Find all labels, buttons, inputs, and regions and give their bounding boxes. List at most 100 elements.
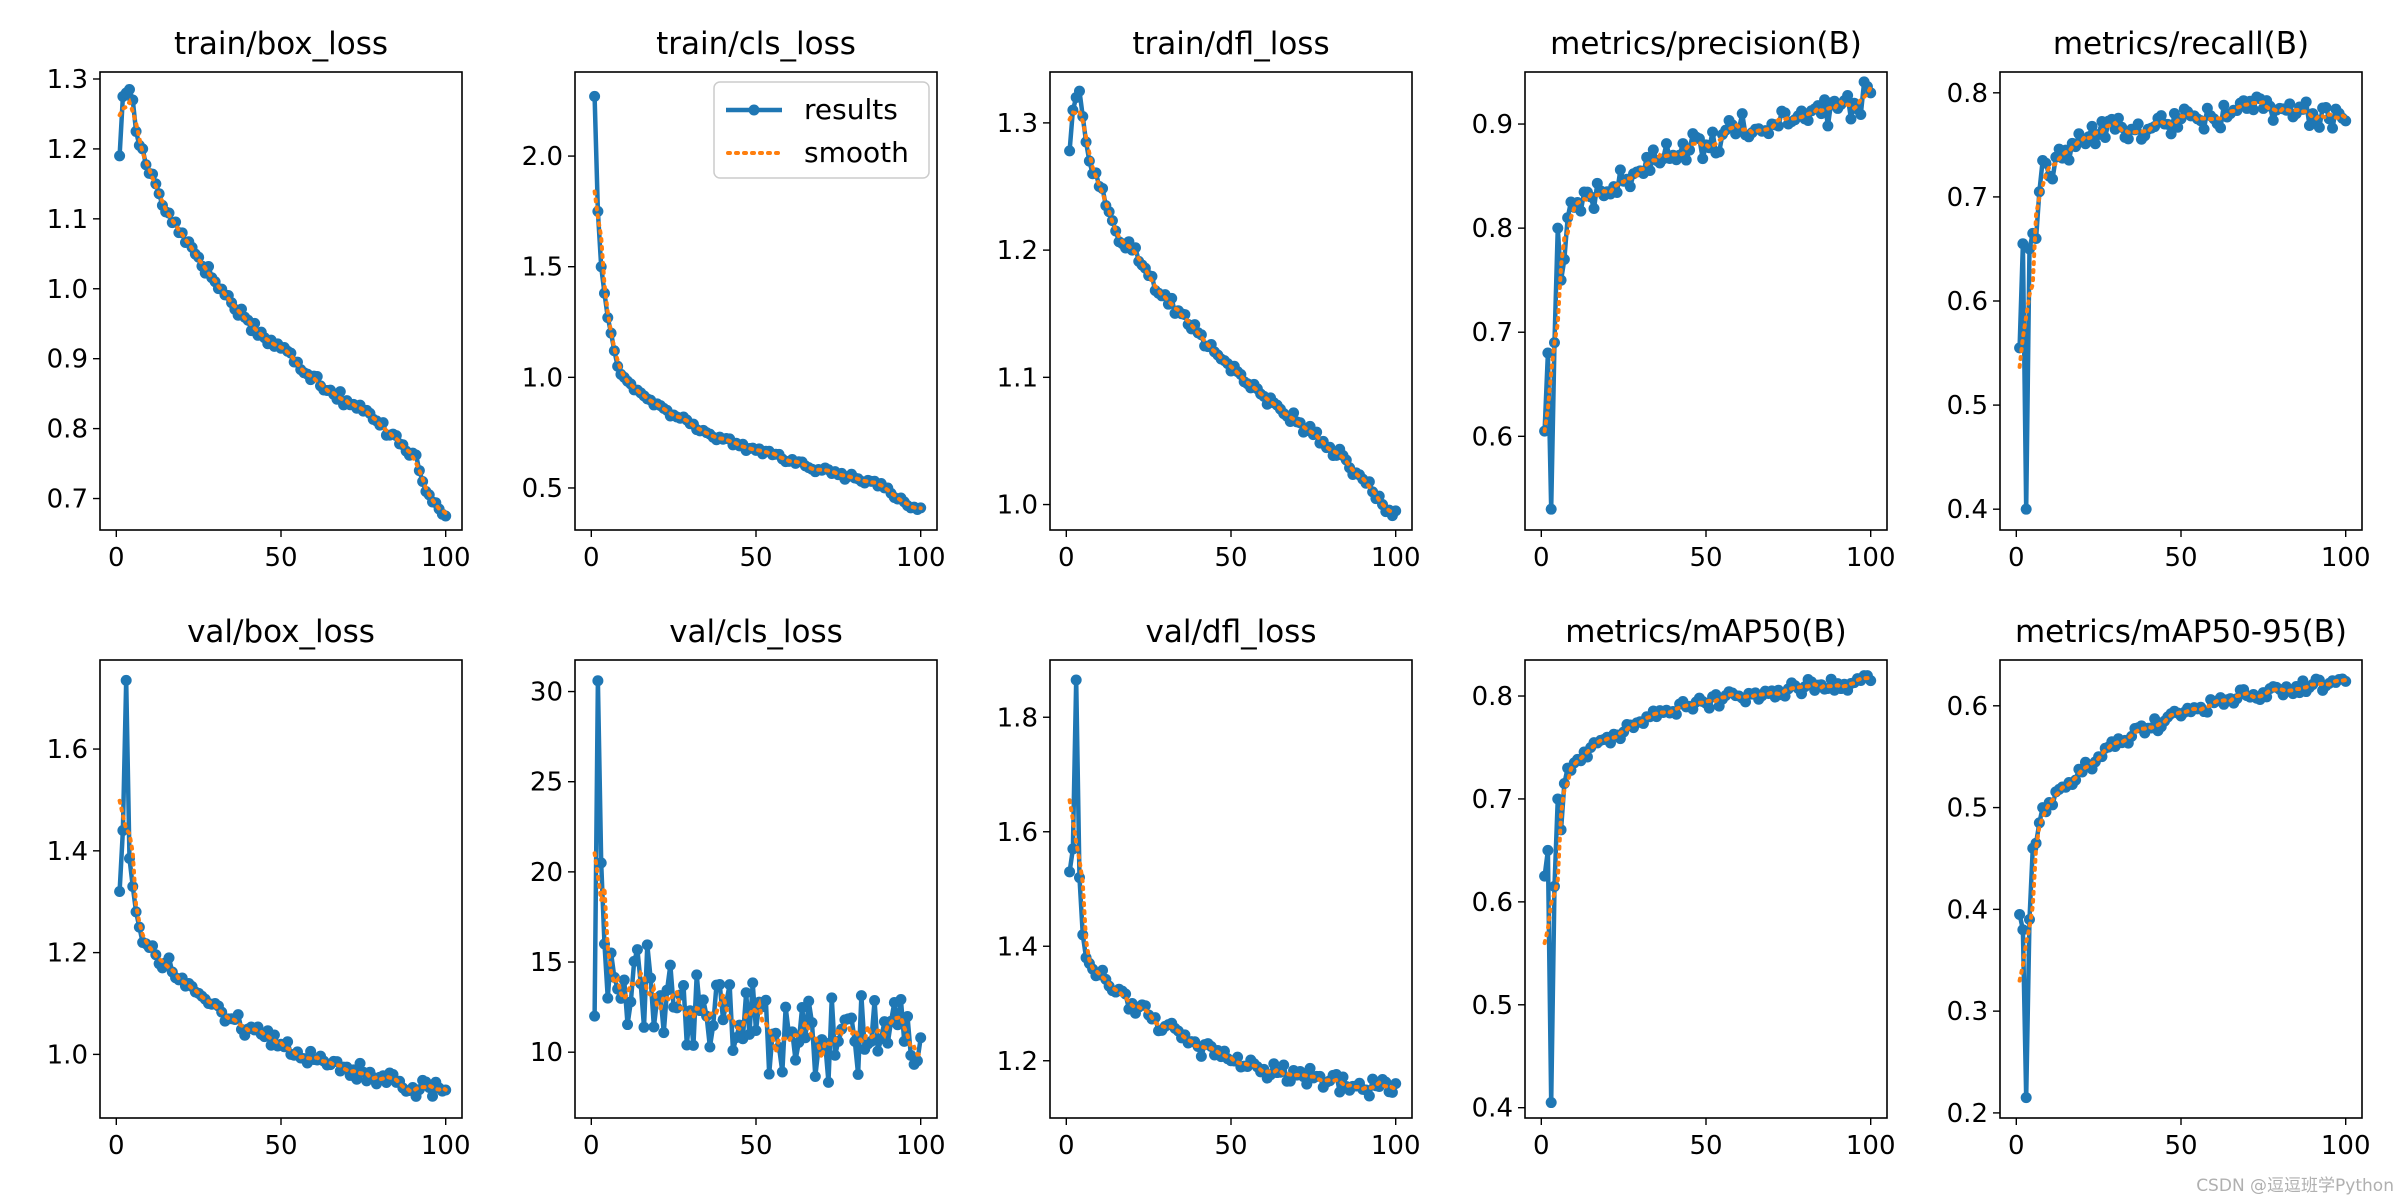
x-tick-label: 100 bbox=[1371, 543, 1421, 573]
y-tick-label: 15 bbox=[530, 948, 563, 978]
results-point bbox=[2267, 114, 2279, 126]
results-point bbox=[1855, 109, 1867, 121]
plot-area bbox=[1539, 76, 1877, 515]
x-tick-label: 0 bbox=[1533, 1131, 1550, 1161]
results-point bbox=[2020, 503, 2032, 515]
x-tick-label: 0 bbox=[583, 543, 600, 573]
legend: results smooth bbox=[713, 81, 930, 179]
x-tick-label: 50 bbox=[2164, 1131, 2197, 1161]
results-point bbox=[1736, 108, 1748, 120]
subplot-7: val/cls_loss 0 50 100 10 15 20 25 30 bbox=[530, 614, 946, 1161]
results-point bbox=[658, 1027, 670, 1039]
results-point bbox=[2132, 118, 2144, 130]
results-point bbox=[1120, 988, 1132, 1000]
results-point bbox=[390, 430, 402, 442]
smooth-line bbox=[117, 97, 448, 516]
results-point bbox=[1195, 1050, 1207, 1062]
y-tick-label: 0.8 bbox=[1947, 79, 1988, 109]
y-tick-label: 25 bbox=[530, 768, 563, 798]
results-point bbox=[2155, 110, 2167, 122]
results-point bbox=[911, 1055, 923, 1067]
results-point bbox=[697, 994, 709, 1006]
plot-area bbox=[589, 675, 927, 1088]
y-tick-label: 1.2 bbox=[997, 236, 1038, 266]
results-point bbox=[664, 959, 676, 971]
x-tick-label: 50 bbox=[739, 1131, 772, 1161]
x-tick-label: 100 bbox=[2321, 543, 2371, 573]
subplot-title: train/dfl_loss bbox=[1132, 26, 1329, 62]
results-point bbox=[763, 1068, 775, 1080]
smooth-line bbox=[117, 798, 448, 1094]
results-point bbox=[1545, 1097, 1557, 1109]
results-point bbox=[678, 980, 690, 992]
results-point bbox=[2149, 713, 2161, 725]
results-point bbox=[803, 995, 815, 1007]
y-tick-label: 1.3 bbox=[997, 109, 1038, 139]
results-point bbox=[645, 972, 657, 984]
results-point bbox=[1647, 144, 1659, 156]
subplot-5: metrics/recall(B) 0 50 100 0.4 0.5 0.6 0.7 0.8 bbox=[1947, 26, 2371, 573]
results-point bbox=[602, 992, 614, 1004]
results-point bbox=[2320, 101, 2332, 113]
results-point bbox=[1802, 114, 1814, 126]
results-point bbox=[592, 675, 604, 687]
results-point bbox=[915, 1032, 927, 1044]
y-tick-label: 0.8 bbox=[1472, 214, 1513, 244]
y-tick-label: 0.5 bbox=[1947, 794, 1988, 824]
y-tick-label: 0.7 bbox=[47, 485, 88, 515]
results-point bbox=[1670, 708, 1682, 720]
y-tick-label: 1.1 bbox=[47, 205, 88, 235]
results-point bbox=[232, 1009, 244, 1021]
x-tick-label: 0 bbox=[108, 1131, 125, 1161]
results-point bbox=[2165, 128, 2177, 140]
x-tick-label: 50 bbox=[1689, 1131, 1722, 1161]
y-tick-label: 0.5 bbox=[1472, 991, 1513, 1021]
results-point bbox=[724, 979, 736, 991]
y-tick-label: 1.0 bbox=[47, 1040, 88, 1070]
results-point bbox=[1363, 1090, 1375, 1102]
y-tick-label: 1.6 bbox=[997, 818, 1038, 848]
y-tick-label: 1.0 bbox=[522, 363, 563, 393]
y-tick-label: 0.5 bbox=[522, 474, 563, 504]
x-tick-label: 50 bbox=[2164, 543, 2197, 573]
legend-results-label: results bbox=[804, 93, 898, 126]
y-tick-label: 0.3 bbox=[1947, 997, 1988, 1027]
x-tick-label: 100 bbox=[1846, 543, 1896, 573]
y-tick-label: 0.4 bbox=[1947, 895, 1988, 925]
legend-results-marker bbox=[748, 104, 760, 116]
x-tick-label: 100 bbox=[896, 1131, 946, 1161]
y-tick-label: 1.0 bbox=[47, 275, 88, 305]
results-point bbox=[1386, 1086, 1398, 1098]
x-tick-label: 0 bbox=[583, 1131, 600, 1161]
y-tick-label: 1.8 bbox=[997, 703, 1038, 733]
y-tick-label: 30 bbox=[530, 678, 563, 708]
x-tick-label: 50 bbox=[1689, 543, 1722, 573]
results-point bbox=[822, 1076, 834, 1088]
subplot-title: val/cls_loss bbox=[669, 614, 843, 650]
results-point bbox=[869, 995, 881, 1007]
results-point bbox=[628, 955, 640, 967]
y-tick-label: 0.6 bbox=[1472, 422, 1513, 452]
y-tick-label: 0.9 bbox=[1472, 110, 1513, 140]
results-point bbox=[2201, 706, 2213, 718]
y-tick-label: 1.2 bbox=[997, 1047, 1038, 1077]
results-point bbox=[1390, 505, 1402, 517]
results-point bbox=[780, 1001, 792, 1013]
results-point bbox=[740, 987, 752, 999]
results-point bbox=[595, 857, 607, 869]
results-point bbox=[354, 1057, 366, 1069]
results-point bbox=[2284, 98, 2296, 110]
results-point bbox=[2247, 104, 2259, 116]
plot-area bbox=[1539, 670, 1877, 1109]
smooth-line bbox=[2017, 677, 2348, 983]
subplot-3: train/dfl_loss 0 50 100 1.0 1.1 1.2 1.3 bbox=[997, 26, 1421, 573]
x-tick-label: 0 bbox=[108, 543, 125, 573]
results-point bbox=[120, 674, 132, 686]
y-tick-label: 1.5 bbox=[522, 253, 563, 283]
results-point bbox=[1539, 870, 1551, 882]
results-point bbox=[2086, 120, 2098, 132]
results-point bbox=[671, 1002, 683, 1014]
results-point bbox=[1779, 107, 1791, 119]
results-point bbox=[1644, 164, 1656, 176]
